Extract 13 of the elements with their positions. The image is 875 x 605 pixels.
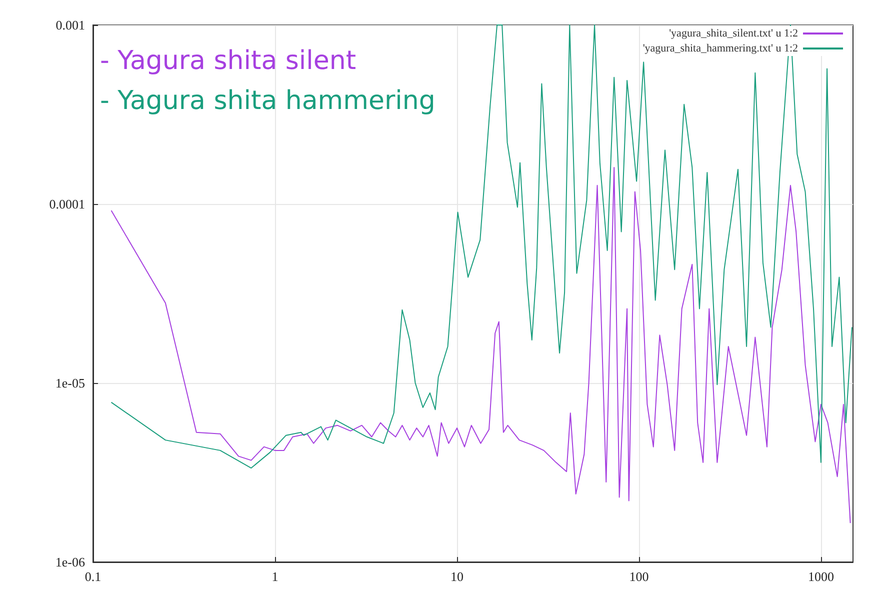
x-tick-label: 10 [450,569,464,584]
annotation: - Yagura shita silent [100,46,356,76]
y-tick-label: 1e-05 [55,376,85,390]
x-tick-label: 1000 [808,569,834,584]
x-tick-label: 1 [272,569,278,584]
legend-label: 'yagura_shita_silent.txt' u 1:2 [669,28,798,40]
x-tick-label: 0.1 [84,569,102,584]
legend-label: 'yagura_shita_hammering.txt' u 1:2 [642,42,798,54]
y-tick-label: 1e-06 [55,554,86,570]
x-tick-label: 100 [629,569,649,584]
annotation: - Yagura shita hammering [100,86,436,116]
y-tick-label: 0.001 [56,18,85,32]
y-tick-label: 0.0001 [49,196,85,212]
